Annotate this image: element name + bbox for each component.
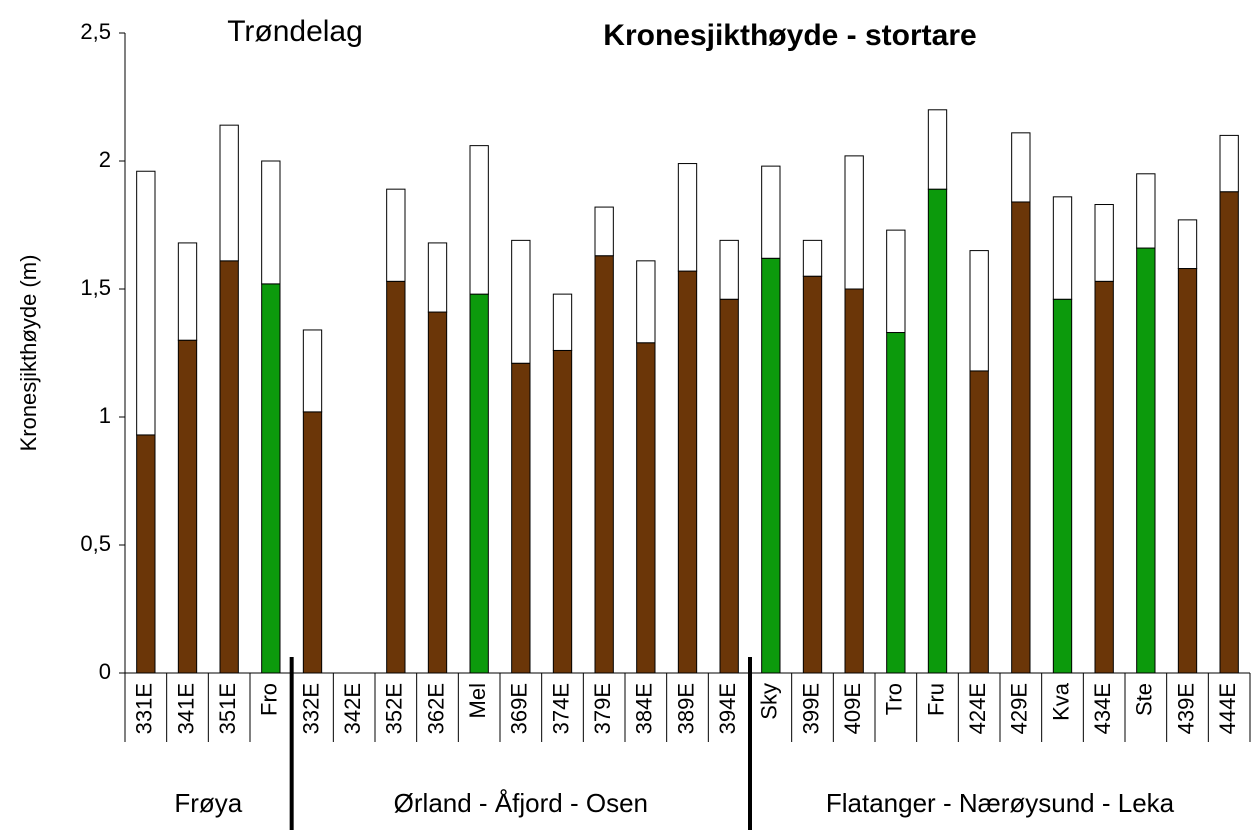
bar-segment — [677, 163, 698, 272]
bar-segment — [761, 165, 781, 259]
y-tick-label: 1 — [99, 403, 111, 428]
group-label: Flatanger - Nærøysund - Leka — [826, 788, 1175, 818]
chart-title: Kronesjikthøyde - stortare — [603, 19, 976, 52]
bar-segment — [844, 155, 864, 290]
y-tick-label: 2 — [99, 147, 111, 172]
bar-segment — [552, 349, 573, 674]
x-tick-label: 342E — [340, 683, 365, 734]
bar-segment — [1052, 196, 1073, 300]
bar-segment — [636, 260, 656, 344]
x-tick-label: 389E — [673, 683, 698, 734]
bar-segment — [719, 239, 739, 300]
x-tick-label: 352E — [382, 683, 407, 734]
x-tick-label: 351E — [215, 683, 240, 734]
annotation: Trøndelag — [227, 15, 363, 48]
bar-segment — [1136, 173, 1156, 249]
bar-segment — [1094, 280, 1114, 674]
bar-segment — [1052, 298, 1073, 674]
bar-segment — [969, 370, 989, 674]
group-label: Frøya — [174, 788, 242, 818]
bar-segment — [719, 298, 739, 674]
x-tick-label: Fro — [257, 683, 282, 716]
bar-segment — [386, 188, 406, 282]
x-tick-label: Tro — [882, 683, 907, 715]
bar-segment — [177, 339, 198, 674]
bar-segment — [802, 239, 823, 277]
x-tick-label: Kva — [1048, 682, 1073, 721]
bar-segment — [427, 311, 448, 674]
bar-segment — [886, 332, 906, 674]
bar-segment — [261, 283, 281, 674]
bar-segment — [1177, 268, 1198, 674]
x-tick-label: 429E — [1007, 683, 1032, 734]
y-tick-label: 1,5 — [80, 275, 111, 300]
x-tick-label: Fru — [923, 683, 948, 716]
bar-segment — [969, 250, 989, 372]
x-tick-label: Sky — [757, 683, 782, 720]
x-tick-label: 374E — [548, 683, 573, 734]
bar-segment — [1094, 204, 1114, 282]
bar-segment — [136, 170, 156, 436]
bar-segment — [802, 275, 823, 674]
bar-segment — [177, 242, 198, 341]
bar-segment — [386, 280, 406, 674]
group-label: Ørland - Åfjord - Osen — [394, 788, 648, 818]
x-tick-label: 362E — [423, 683, 448, 734]
x-tick-label: 379E — [590, 683, 615, 734]
x-tick-label: 409E — [840, 683, 865, 734]
bar-segment — [927, 188, 948, 674]
x-tick-label: 341E — [173, 683, 198, 734]
x-tick-label: 332E — [298, 683, 323, 734]
bar-segment — [1219, 191, 1239, 674]
bar-segment — [219, 260, 239, 674]
x-tick-label: Mel — [465, 683, 490, 718]
bar-segment — [511, 362, 531, 674]
bar-segment — [886, 229, 906, 334]
bar-segment — [1219, 134, 1239, 193]
bar-segment — [469, 293, 489, 674]
x-tick-label: 439E — [1173, 683, 1198, 734]
bar-segment — [1011, 132, 1031, 203]
bar-segment — [594, 206, 614, 257]
y-axis-label: Kronesjikthøyde (m) — [16, 255, 41, 452]
y-tick-label: 0 — [99, 659, 111, 684]
bar-segment — [1011, 201, 1031, 674]
x-tick-label: 399E — [798, 683, 823, 734]
bar-segment — [469, 145, 489, 295]
bar-segment — [261, 160, 281, 285]
bar-segment — [302, 411, 323, 674]
bar-segment — [594, 255, 614, 674]
bar-segment — [677, 270, 698, 674]
bar-segment — [511, 239, 531, 364]
x-tick-label: 394E — [715, 683, 740, 734]
x-tick-label: Ste — [1132, 683, 1157, 716]
bar-segment — [1177, 219, 1198, 270]
bar-segment — [636, 342, 656, 674]
bar-segment — [844, 288, 864, 674]
bar-segment — [219, 124, 239, 262]
bar-segment — [136, 434, 156, 674]
bar-segment — [302, 329, 323, 413]
x-tick-label: 444E — [1215, 683, 1240, 734]
bar-segment — [552, 293, 573, 351]
x-tick-label: 369E — [507, 683, 532, 734]
x-tick-label: 331E — [132, 683, 157, 734]
x-tick-label: 434E — [1090, 683, 1115, 734]
bar-segment — [427, 242, 448, 313]
x-tick-label: 424E — [965, 683, 990, 734]
bar-segment — [927, 109, 948, 190]
bar-segment — [761, 257, 781, 674]
y-tick-label: 2,5 — [80, 19, 111, 44]
y-tick-label: 0,5 — [80, 531, 111, 556]
x-tick-label: 384E — [632, 683, 657, 734]
bar-segment — [1136, 247, 1156, 674]
